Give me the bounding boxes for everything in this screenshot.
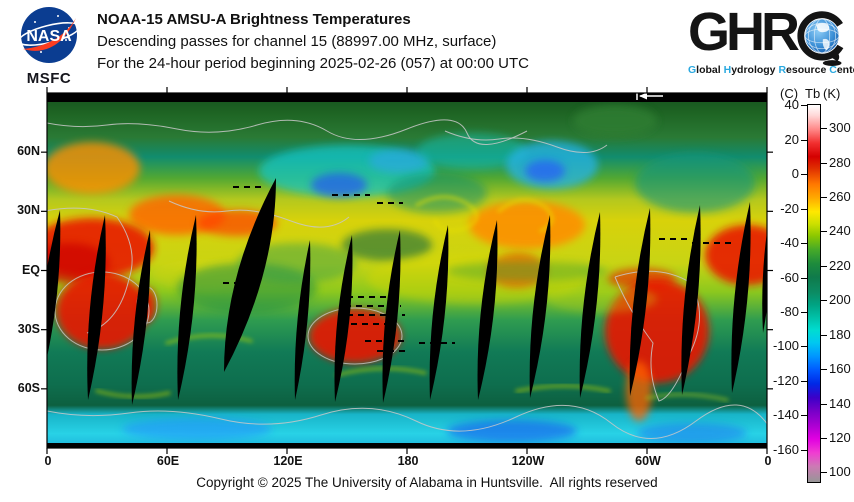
lat-axis-label: 30N: [17, 203, 40, 218]
colorbar-tick: [821, 162, 827, 164]
colorbar-tick-label: 300: [829, 120, 851, 136]
no-data-swath: [629, 208, 651, 396]
ghrc-logo: GHR Global Hydrology Resource: [688, 2, 854, 76]
no-data-swath: [177, 215, 197, 400]
colorbar-tick: [801, 346, 807, 348]
no-data-swath: [529, 215, 551, 398]
tagline-word: Resource: [778, 64, 830, 76]
colorbar-tick: [801, 243, 807, 245]
lon-axis-label: 0: [764, 454, 772, 468]
no-data-swath: [87, 215, 106, 400]
lon-axis-label: 120W: [511, 454, 545, 468]
ghrc-tagline: Global Hydrology Resource Center: [688, 64, 854, 76]
colorbar-tick-label: 240: [829, 223, 851, 239]
lon-axis-label: 0: [44, 454, 52, 468]
colorbar-tick-label: -40: [780, 235, 799, 251]
colorbar-tick: [801, 415, 807, 417]
colorbar-tick: [821, 437, 827, 439]
colorbar-gradient: [807, 104, 821, 483]
no-data-swath: [762, 231, 767, 333]
lat-axis-label: 60S: [17, 380, 40, 395]
lat-axis-label: EQ: [21, 262, 40, 277]
colorbar-tick-label: 200: [829, 292, 851, 308]
ghrc-globe-c-icon: [797, 11, 847, 67]
colorbar-tick-label: 100: [829, 464, 851, 480]
no-data-swath: [429, 225, 449, 400]
colorbar-tick-label: 180: [829, 326, 851, 342]
colorbar-tb-header: Tb: [805, 86, 821, 101]
tagline-word: Center: [829, 64, 854, 76]
colorbar-tick: [821, 472, 827, 474]
nasa-msfc-logo: NASA MSFC: [10, 4, 88, 87]
colorbar-tick: [821, 231, 827, 233]
colorbar-tick-label: -160: [772, 441, 799, 457]
tagline-word: Global: [688, 64, 724, 76]
colorbar-tick: [821, 334, 827, 336]
colorbar-tick: [821, 265, 827, 267]
colorbar-tick-label: -100: [772, 338, 799, 354]
colorbar-tick: [821, 300, 827, 302]
plot-titles: NOAA-15 AMSU-A Brightness Temperatures D…: [97, 9, 529, 75]
colorbar-tick: [821, 196, 827, 198]
no-data-swath: [47, 210, 61, 358]
colorbar-celsius-header: (C): [780, 86, 799, 101]
msfc-caption: MSFC: [26, 70, 72, 87]
colorbar-tick-label: -80: [780, 304, 799, 320]
lon-axis-label: 180: [397, 454, 419, 468]
ghrc-acronym-text: GHR: [688, 2, 800, 62]
colorbar-tick: [801, 277, 807, 279]
colorbar-tick: [801, 312, 807, 314]
colorbar-tick-label: 260: [829, 188, 851, 204]
no-data-swath: [579, 212, 601, 398]
no-data-swath: [477, 220, 498, 400]
lon-axis-label: 60E: [156, 454, 180, 468]
no-data-swath: [731, 202, 751, 393]
colorbar-tick-label: 220: [829, 257, 851, 273]
colorbar-tick-label: -140: [772, 407, 799, 423]
copyright-line: Copyright © 2025 The University of Alaba…: [196, 475, 658, 490]
tagline-word: Hydrology: [723, 64, 779, 76]
lat-axis-label: 30S: [17, 321, 40, 336]
colorbar-tick-label: 140: [829, 395, 851, 411]
colorbar-tick-label: 160: [829, 361, 851, 377]
colorbar-tick-label: 120: [829, 429, 851, 445]
no-data-swath: [681, 205, 701, 395]
page-subtitle: Descending passes for channel 15 (88997.…: [97, 33, 497, 50]
colorbar-tick-label: -120: [772, 372, 799, 388]
colorbar-tick: [821, 369, 827, 371]
colorbar-tick: [821, 128, 827, 130]
no-data-swath: [334, 235, 353, 402]
no-data-swath: [294, 240, 311, 400]
colorbar-tick: [801, 380, 807, 382]
colorbar-tick: [801, 174, 807, 176]
colorbar-tick: [821, 403, 827, 405]
no-data-swath: [224, 178, 276, 372]
lon-axis-label: 120E: [273, 454, 303, 468]
nasa-meatball-icon: NASA: [18, 7, 80, 63]
colorbar-kelvin-header: (K): [823, 86, 841, 101]
colorbar-tick: [801, 139, 807, 141]
colorbar-tick-label: -20: [780, 200, 799, 216]
page-title: NOAA-15 AMSU-A Brightness Temperatures: [97, 11, 411, 28]
lon-axis-label: 60W: [635, 454, 661, 468]
colorbar-tick: [801, 449, 807, 451]
colorbar-tick-label: -60: [780, 269, 799, 285]
map-content: [47, 93, 767, 448]
lat-axis-label: 60N: [17, 144, 40, 159]
colorbar-tick: [801, 105, 807, 107]
colorbar-tick-label: 20: [784, 131, 799, 147]
colorbar-tick-label: 0: [791, 166, 799, 182]
nasa-wordmark: NASA: [26, 28, 72, 45]
page-period-line: For the 24-hour period beginning 2025-02…: [97, 55, 529, 72]
no-data-swath: [382, 230, 401, 403]
colorbar-tick-label: 280: [829, 154, 851, 170]
no-data-swath: [131, 230, 151, 405]
colorbar: (C) Tb (K) 40 20 0 -20 -40 -60 -80 -100 -120 -140…: [755, 86, 854, 496]
brightness-temperature-map: [41, 87, 773, 454]
colorbar-tick-label: 40: [784, 97, 799, 113]
colorbar-tick: [801, 208, 807, 210]
